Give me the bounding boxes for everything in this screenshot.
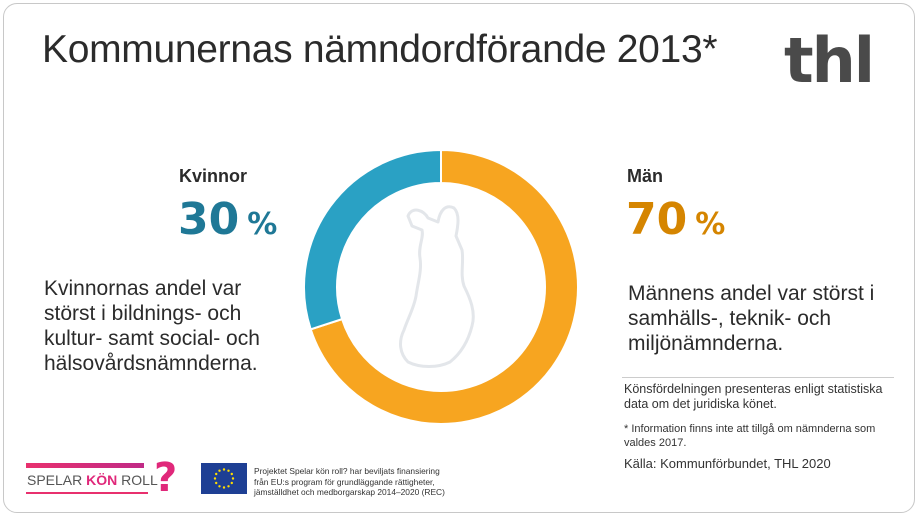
notes-column: Könsfördelningen presenteras enligt stat… — [624, 382, 908, 472]
eu-text-line: från EU:s program för grundläggande rätt… — [254, 476, 435, 487]
men-desc-line: Männens andel var störst i — [628, 282, 875, 305]
eu-flag-icon — [201, 463, 247, 494]
women-desc-line: hälsovårdsnämnderna. — [44, 352, 258, 375]
logo-text: SPELAR KÖN ROLL — [27, 471, 158, 489]
women-percent: 30% — [178, 194, 277, 245]
eu-funding-text: Projektet Spelar kön roll? har beviljats… — [254, 466, 445, 498]
divider — [622, 377, 894, 378]
page-title: Kommunernas nämndordförande 2013* — [42, 28, 718, 71]
eu-star — [227, 469, 230, 472]
gender-note: Könsfördelningen presenteras enligt stat… — [624, 382, 883, 411]
men-desc-line: miljönämnderna. — [628, 332, 784, 355]
eu-star — [215, 472, 218, 476]
eu-star — [222, 486, 226, 489]
eu-text-line: jämställdhet och medborgarskap 2014–2020… — [254, 487, 445, 497]
men-label: Män — [627, 166, 663, 186]
men-value: 70 — [626, 194, 688, 245]
eu-star — [222, 468, 226, 471]
logo-word: SPELAR — [27, 472, 83, 488]
donut-slice-women — [303, 148, 442, 331]
men-unit: % — [695, 207, 726, 242]
men-description: Männens andel var störst i samhälls-, te… — [628, 281, 874, 356]
men-desc-line: samhälls-, teknik- och — [628, 307, 832, 330]
thl-logo: thl — [784, 24, 875, 97]
eu-star — [213, 477, 217, 480]
source: Källa: Kommunförbundet, THL 2020 — [624, 456, 831, 471]
infographic-frame — [3, 3, 915, 513]
women-value: 30 — [178, 194, 240, 245]
women-desc-line: kultur- samt social- och — [44, 327, 260, 350]
eu-star — [227, 485, 230, 488]
women-unit: % — [247, 207, 278, 242]
eu-star — [215, 481, 218, 485]
women-description: Kvinnornas andel var störst i bildnings-… — [44, 276, 260, 376]
women-label: Kvinnor — [179, 166, 248, 186]
eu-star — [230, 481, 233, 485]
eu-text-line: Projektet Spelar kön roll? har beviljats… — [254, 466, 440, 476]
eu-star — [231, 477, 235, 480]
spelar-kon-roll-logo: SPELAR KÖN ROLL ? — [26, 455, 177, 501]
logo-word: ROLL — [121, 472, 158, 488]
eu-star — [218, 485, 221, 488]
logo-underline — [26, 492, 148, 494]
finland-map-icon — [399, 205, 475, 368]
men-percent: 70% — [626, 194, 725, 245]
question-mark-icon: ? — [154, 455, 178, 501]
donut-chart — [303, 148, 579, 425]
eu-star — [218, 469, 221, 472]
donut-slice-men — [309, 148, 579, 425]
logo-word: KÖN — [86, 472, 118, 488]
women-desc-line: störst i bildnings- och — [44, 302, 242, 325]
women-desc-line: Kvinnornas andel var — [44, 277, 242, 300]
logo-bar — [26, 463, 144, 468]
eu-star — [230, 472, 233, 476]
footnote: * Information finns inte att tillgå om n… — [624, 423, 876, 449]
